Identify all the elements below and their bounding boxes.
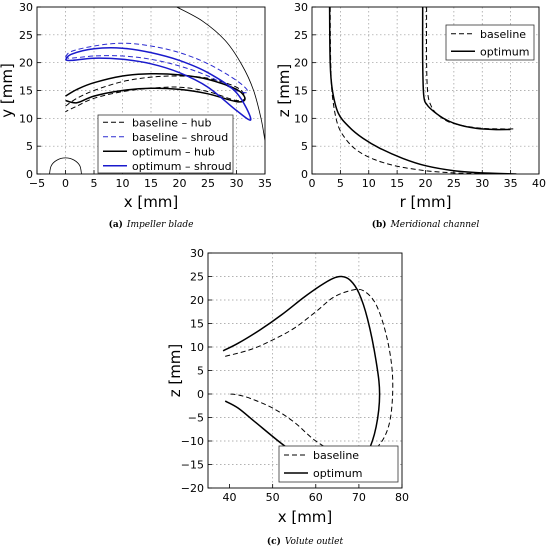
x-axis-label: x [mm] bbox=[278, 508, 333, 526]
x-tick-label: 5 bbox=[91, 177, 98, 190]
series-line-optimum-hub bbox=[65, 73, 246, 104]
legend-entry: baseline – hub bbox=[132, 116, 212, 129]
x-tick-label: 40 bbox=[532, 177, 546, 190]
panel-caption: (b) Meridional channel bbox=[372, 219, 480, 230]
x-tick-label: 0 bbox=[309, 177, 316, 190]
legend-box bbox=[97, 114, 234, 174]
y-tick-label: −5 bbox=[188, 412, 204, 425]
series-line-optimum bbox=[222, 275, 381, 476]
panel-caption: (c) Volute outlet bbox=[267, 536, 344, 547]
y-tick-label: 5 bbox=[197, 365, 204, 378]
y-tick-label: 30 bbox=[19, 1, 33, 14]
legend-box bbox=[278, 445, 399, 483]
chart-volute-outlet: 40 50 60 70 80 −20 −15 −10 −5 0 5 10 15 20 25 30 x [mm] z… bbox=[166, 247, 409, 547]
series-line-secondary-curve bbox=[421, 7, 511, 131]
x-tick-label: 15 bbox=[144, 177, 158, 190]
y-axis-label: z [mm] bbox=[275, 64, 293, 118]
x-tick-label: 25 bbox=[201, 177, 215, 190]
panel-caption-letter: (b) bbox=[372, 219, 387, 230]
y-tick-label: 30 bbox=[294, 1, 308, 14]
panel-caption-text: Meridional channel bbox=[390, 220, 480, 230]
x-tick-label: 20 bbox=[419, 177, 433, 190]
x-tick-label: 50 bbox=[266, 491, 280, 504]
y-tick-label: 15 bbox=[294, 85, 308, 98]
y-tick-label: 10 bbox=[19, 112, 33, 125]
y-tick-label: 25 bbox=[190, 271, 204, 284]
x-tick-label: 35 bbox=[504, 177, 518, 190]
legend-entry: optimum – shroud bbox=[132, 160, 232, 173]
x-tick-label: 5 bbox=[337, 177, 344, 190]
series-line-baseline bbox=[329, 7, 514, 174]
series-line-optimum bbox=[328, 7, 517, 174]
y-tick-label: 15 bbox=[190, 318, 204, 331]
x-tick-label: 30 bbox=[475, 177, 489, 190]
x-axis-label: x [mm] bbox=[124, 193, 179, 211]
y-tick-label: 20 bbox=[19, 57, 33, 70]
y-tick-label: −10 bbox=[181, 435, 204, 448]
x-axis-label: r [mm] bbox=[400, 193, 452, 211]
x-tick-label: 60 bbox=[309, 491, 323, 504]
y-tick-label: 10 bbox=[190, 341, 204, 354]
y-tick-label: −20 bbox=[181, 482, 204, 495]
legend-entry: baseline bbox=[480, 28, 526, 41]
series-line-baseline-hub bbox=[65, 75, 246, 113]
series-line-optimum-shroud bbox=[64, 47, 252, 121]
y-tick-label: 20 bbox=[190, 294, 204, 307]
x-tick-label: 35 bbox=[258, 177, 272, 190]
panel-caption-letter: (a) bbox=[109, 219, 123, 230]
y-tick-label: 15 bbox=[19, 85, 33, 98]
series-line-baseline bbox=[225, 288, 394, 460]
legend-box bbox=[445, 24, 535, 61]
x-tick-label: 40 bbox=[223, 491, 237, 504]
x-tick-label: 70 bbox=[352, 491, 366, 504]
panel-caption-text: Impeller blade bbox=[126, 220, 194, 230]
x-tick-label: 10 bbox=[362, 177, 376, 190]
y-tick-label: 20 bbox=[294, 57, 308, 70]
y-tick-label: 5 bbox=[26, 140, 33, 153]
x-tick-label: 20 bbox=[173, 177, 187, 190]
series-line-reference-curve bbox=[176, 7, 265, 141]
y-tick-label: 0 bbox=[26, 168, 33, 181]
x-tick-label: 10 bbox=[116, 177, 130, 190]
legend-entry: optimum bbox=[480, 45, 529, 58]
chart-meridional-channel: 0 5 10 15 20 25 30 35 40 0 5 10 15 20 25 30 r [mm] z [mm]… bbox=[275, 1, 546, 230]
legend-entry: baseline – shroud bbox=[132, 131, 228, 144]
x-tick-label: 80 bbox=[395, 491, 409, 504]
series-line-reference-curve bbox=[49, 157, 82, 174]
y-tick-label: −15 bbox=[181, 459, 204, 472]
legend-entry: optimum – hub bbox=[132, 145, 215, 158]
y-tick-label: 25 bbox=[19, 29, 33, 42]
y-tick-label: 25 bbox=[294, 29, 308, 42]
y-axis-label: y [mm] bbox=[0, 63, 16, 118]
y-tick-label: 0 bbox=[197, 388, 204, 401]
y-tick-label: 0 bbox=[301, 168, 308, 181]
y-tick-label: 10 bbox=[294, 112, 308, 125]
panel-caption: (a) Impeller blade bbox=[109, 219, 194, 230]
x-tick-label: 25 bbox=[447, 177, 461, 190]
panel-caption-letter: (c) bbox=[267, 536, 281, 547]
x-tick-label: 15 bbox=[390, 177, 404, 190]
series-line-baseline-shroud bbox=[65, 42, 249, 94]
y-axis-label: z [mm] bbox=[166, 344, 184, 398]
y-tick-label: 30 bbox=[190, 247, 204, 260]
y-tick-label: 5 bbox=[301, 140, 308, 153]
x-tick-label: 0 bbox=[62, 177, 69, 190]
x-tick-label: −5 bbox=[29, 177, 45, 190]
panel-caption-text: Volute outlet bbox=[285, 537, 344, 547]
x-tick-label: 30 bbox=[230, 177, 244, 190]
legend-entry: baseline bbox=[313, 449, 359, 462]
legend-entry: optimum bbox=[313, 467, 362, 480]
